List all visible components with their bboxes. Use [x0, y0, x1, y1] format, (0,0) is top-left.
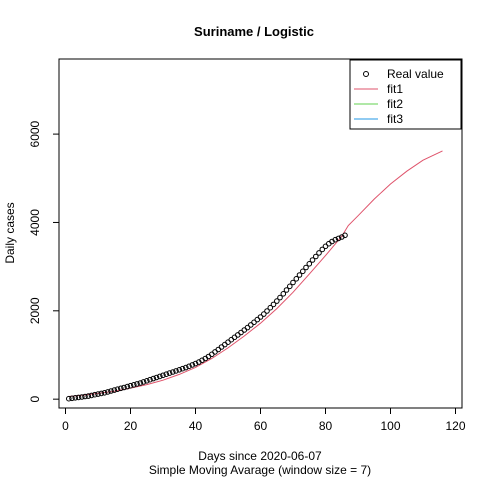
data-point	[121, 384, 127, 391]
data-point	[309, 257, 316, 263]
data-point	[300, 268, 306, 275]
data-point	[75, 394, 82, 401]
data-point	[124, 383, 131, 390]
data-point	[163, 371, 170, 378]
data-point	[303, 264, 309, 271]
x-tick-label: 0	[62, 419, 69, 433]
data-point	[264, 308, 270, 314]
data-point	[257, 314, 264, 320]
data-point	[319, 246, 326, 253]
y-tick-label: 6000	[28, 120, 42, 147]
y-tick-label: 4000	[28, 209, 42, 236]
data-point	[85, 393, 92, 399]
chart-title: Suriname / Logistic	[194, 24, 314, 39]
data-point	[290, 279, 296, 286]
legend-label: fit1	[387, 82, 403, 96]
data-point	[150, 375, 157, 382]
data-point	[72, 395, 79, 401]
data-point	[92, 391, 98, 398]
data-point	[114, 386, 121, 393]
data-point	[251, 319, 257, 326]
data-point	[134, 381, 140, 387]
legend-box	[349, 59, 462, 130]
series-line-fit1	[68, 150, 443, 397]
x-tick-label: 120	[445, 419, 465, 433]
data-point	[342, 232, 348, 239]
x-tick-label: 60	[254, 419, 268, 433]
data-point	[335, 235, 342, 242]
x-tick-label: 40	[189, 419, 203, 433]
legend-label: fit2	[387, 97, 403, 111]
data-point	[277, 294, 283, 301]
data-point	[157, 373, 163, 380]
data-point	[105, 389, 111, 395]
legend-label: Real value	[387, 67, 444, 81]
y-axis: 0 2000 4000 6000	[28, 120, 60, 403]
x-tick-label: 80	[319, 419, 333, 433]
data-point	[183, 364, 189, 371]
legend-marker	[363, 71, 369, 77]
data-point	[179, 365, 186, 372]
series-layer	[66, 150, 443, 402]
data-point	[118, 385, 124, 392]
data-point	[111, 387, 118, 393]
data-point	[189, 362, 196, 368]
data-point	[79, 394, 85, 400]
data-point	[127, 382, 134, 389]
data-point	[332, 236, 339, 243]
data-point	[88, 392, 95, 399]
data-point	[316, 250, 322, 256]
data-point	[293, 276, 300, 282]
data-point	[283, 287, 290, 293]
data-point	[267, 304, 274, 311]
x-axis-label: Days since 2020-06-07	[198, 449, 322, 463]
data-point	[173, 368, 179, 374]
data-point	[274, 298, 280, 304]
data-point	[228, 336, 235, 343]
x-axis-sublabel: Simple Moving Avarage (window size = 7)	[149, 463, 371, 477]
data-point	[313, 253, 319, 260]
data-point	[235, 332, 241, 338]
y-tick-label: 0	[28, 396, 42, 403]
data-point	[170, 369, 176, 375]
x-axis: 0 20 40 60 80 100 120	[62, 407, 466, 433]
data-point	[270, 301, 277, 308]
data-point	[131, 382, 137, 388]
data-point	[147, 376, 153, 383]
x-tick-label: 100	[380, 419, 400, 433]
data-point	[160, 372, 166, 379]
data-point	[144, 378, 150, 384]
data-point	[98, 390, 105, 397]
data-point	[306, 261, 313, 267]
data-point	[137, 380, 144, 386]
data-point	[186, 363, 192, 370]
data-point	[287, 283, 293, 290]
data-point	[241, 327, 248, 333]
data-point	[222, 341, 228, 348]
y-axis-label: Daily cases	[3, 202, 17, 263]
data-point	[261, 311, 267, 317]
data-point	[176, 367, 183, 373]
data-point	[192, 360, 199, 367]
data-point	[101, 390, 108, 396]
data-point	[166, 370, 173, 376]
data-point	[69, 395, 75, 402]
data-point	[108, 388, 114, 394]
data-point	[153, 374, 160, 381]
y-tick-label: 2000	[28, 297, 42, 324]
data-point	[140, 379, 147, 385]
legend-label: fit3	[387, 112, 403, 126]
data-point	[66, 395, 72, 402]
x-tick-label: 20	[124, 419, 138, 433]
data-point	[244, 324, 251, 331]
data-point	[296, 272, 303, 278]
data-point	[95, 391, 101, 397]
data-point	[82, 393, 88, 400]
data-point	[280, 291, 287, 297]
